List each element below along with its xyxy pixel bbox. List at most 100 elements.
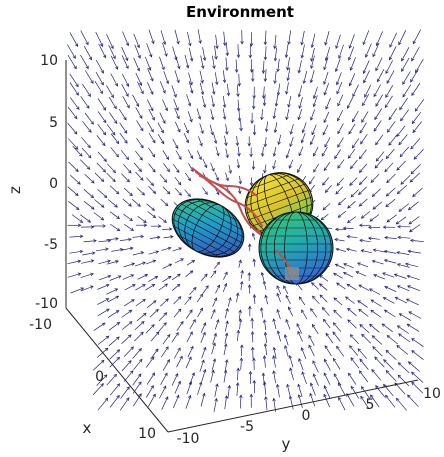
quiver-arrow	[323, 111, 330, 123]
quiver-arrowhead	[247, 243, 252, 247]
quiver-arrowhead	[168, 263, 173, 267]
quiver-arrow	[289, 136, 294, 147]
quiver-arrowhead	[115, 190, 120, 195]
quiver-arrow	[174, 176, 182, 186]
quiver-arrowhead	[100, 81, 104, 86]
quiver-arrow	[211, 82, 215, 95]
quiver-arrowhead	[396, 167, 400, 171]
quiver-arrowhead	[406, 274, 411, 279]
quiver-arrow	[223, 271, 228, 280]
quiver-arrowhead	[321, 152, 325, 157]
quiver-arrow	[323, 71, 329, 85]
quiver-arrow	[97, 298, 109, 305]
quiver-arrow	[148, 147, 155, 158]
mesh-parallel	[177, 234, 220, 258]
quiver-arrow	[386, 173, 396, 183]
quiver-arrow	[163, 236, 174, 239]
quiver-arrow	[145, 284, 155, 291]
quiver-arrowhead	[399, 153, 404, 158]
quiver-arrow	[97, 151, 107, 162]
quiver-arrow	[277, 330, 281, 342]
quiver-arrow	[352, 84, 359, 97]
quiver-arrowhead	[350, 385, 354, 390]
quiver-arrow	[333, 322, 342, 332]
quiver-arrowhead	[386, 129, 391, 133]
quiver-arrowhead	[287, 41, 291, 45]
x-tick-label: 0	[95, 369, 104, 385]
quiver-arrowhead	[224, 142, 228, 147]
quiver-arrow	[146, 372, 155, 385]
quiver-arrow	[253, 259, 256, 267]
quiver-arrowhead	[333, 297, 338, 301]
quiver-arrowhead	[407, 361, 412, 365]
quiver-arrowhead	[138, 373, 142, 378]
quiver-arrowhead	[240, 41, 244, 45]
quiver-arrowhead	[75, 43, 79, 48]
quiver-arrowhead	[128, 309, 133, 314]
quiver-arrowhead	[103, 194, 108, 198]
quiver-arrowhead	[87, 144, 91, 149]
quiver-arrow	[289, 396, 294, 410]
quiver-arrow	[411, 111, 422, 124]
quiver-arrow	[70, 287, 84, 294]
quiver-arrowhead	[337, 214, 342, 218]
quiver-arrowhead	[348, 130, 352, 135]
quiver-arrowhead	[138, 82, 143, 86]
quiver-arrow	[200, 332, 206, 343]
quiver-arrow	[136, 187, 145, 196]
quiver-arrowhead	[235, 142, 240, 147]
quiver-arrow	[264, 381, 267, 395]
quiver-arrowhead	[155, 308, 159, 313]
quiver-arrow	[123, 163, 132, 174]
quiver-arrow	[84, 173, 95, 184]
quiver-arrow	[227, 385, 230, 399]
quiver-arrowhead	[105, 298, 110, 302]
quiver-arrowhead	[125, 93, 129, 97]
quiver-arrow	[174, 107, 180, 119]
quiver-arrow	[225, 172, 229, 181]
quiver-arrowhead	[347, 307, 351, 312]
quiver-arrow	[66, 44, 76, 59]
y-axis-label: y	[282, 435, 291, 453]
quiver-arrowhead	[296, 323, 300, 327]
quiver-arrow	[95, 248, 109, 252]
quiver-arrow	[83, 201, 95, 210]
quiver-arrow	[360, 133, 368, 145]
quiver-arrowhead	[203, 346, 207, 351]
quiver-arrowhead	[313, 153, 317, 157]
quiver-arrowhead	[114, 204, 118, 208]
quiver-arrow	[83, 45, 93, 60]
quiver-arrowhead	[176, 283, 181, 288]
quiver-arrow	[263, 281, 267, 290]
quiver-arrow	[325, 47, 331, 61]
quiver-arrowhead	[93, 239, 97, 243]
quiver-arrowhead	[103, 374, 108, 378]
quiver-arrowhead	[394, 296, 399, 301]
quiver-arrowhead	[367, 225, 372, 230]
quiver-arrowhead	[112, 178, 116, 183]
quiver-arrow	[107, 295, 119, 303]
quiver-arrow	[135, 299, 146, 307]
quiver-arrow	[348, 148, 356, 159]
quiver-arrowhead	[79, 249, 84, 254]
quiver-arrow	[324, 31, 330, 46]
quiver-arrow	[363, 60, 370, 74]
quiver-arrow	[80, 54, 89, 69]
quiver-arrow	[371, 369, 382, 381]
quiver-arrow	[372, 260, 384, 265]
quiver-arrowhead	[167, 275, 172, 280]
quiver-arrowhead	[289, 131, 293, 135]
quiver-arrow	[157, 133, 165, 144]
quiver-arrowhead	[398, 313, 403, 317]
quiver-arrow	[123, 213, 133, 221]
quiver-arrowhead	[90, 121, 94, 125]
quiver-arrowhead	[398, 41, 402, 46]
quiver-arrowhead	[202, 331, 206, 336]
quiver-arrow	[121, 334, 132, 344]
quiver-arrowhead	[283, 334, 288, 338]
quiver-arrow	[98, 43, 107, 58]
quiver-arrowhead	[90, 259, 95, 263]
quiver-arrow	[67, 273, 81, 278]
quiver-arrow	[160, 198, 169, 206]
quiver-arrowhead	[204, 164, 208, 169]
